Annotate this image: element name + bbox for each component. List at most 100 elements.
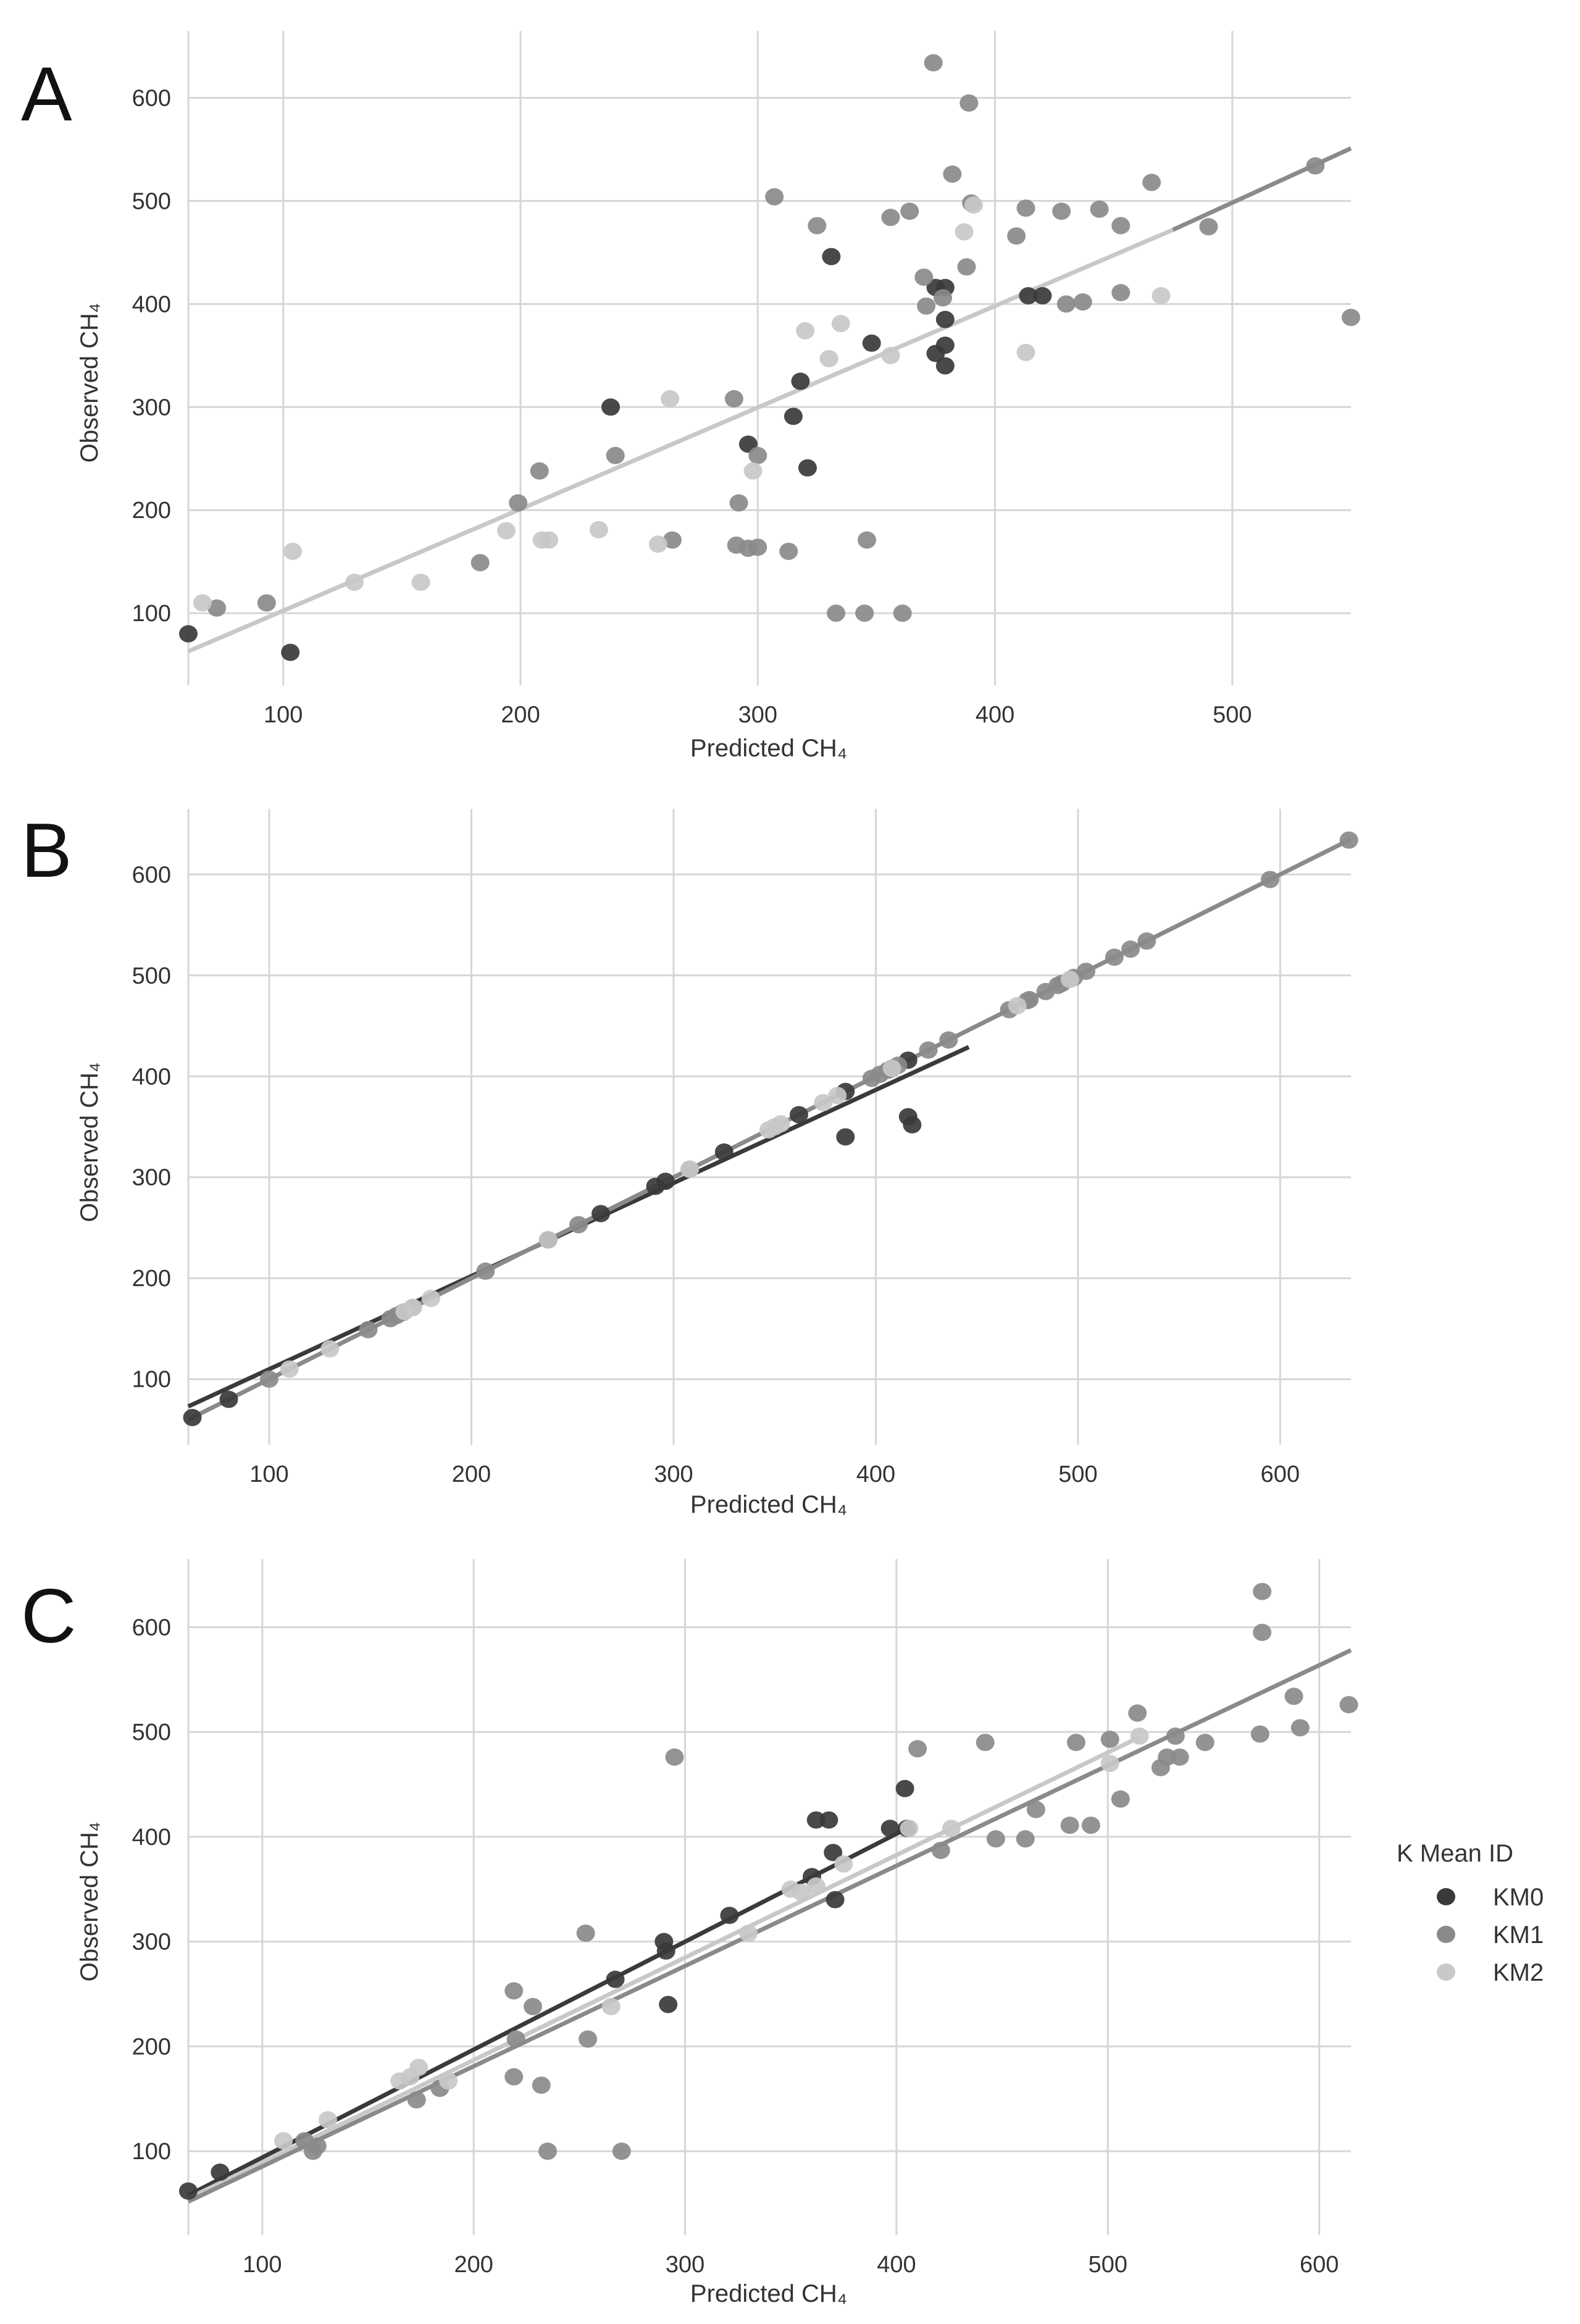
panel-c-point-km2-12 [900, 1820, 919, 1837]
panel-a-point-km1-6 [663, 531, 682, 549]
panel-c-point-km0-11 [826, 1891, 845, 1908]
panel-c-point-km1-17 [976, 1734, 995, 1752]
panel-c-point-km0-6 [720, 1907, 739, 1925]
panel-a-ytick-label-400: 400 [132, 291, 171, 317]
panel-a-point-km1-33 [1056, 295, 1076, 313]
panel-b-xtick-label-600: 600 [1261, 1461, 1300, 1487]
panel-label-a: A [21, 52, 72, 137]
panel-c-point-km1-6 [504, 2068, 524, 2086]
panel-c-xtick-label-100: 100 [243, 2252, 282, 2278]
panel-c-xtick-label-200: 200 [454, 2252, 493, 2278]
panel-a-point-km0-6 [798, 459, 817, 477]
panel-b-xtick-label-200: 200 [452, 1461, 491, 1487]
panel-b-point-km1-25 [1137, 932, 1156, 950]
panel-b-ytick-label-600: 600 [132, 862, 171, 888]
panel-c-x-axis-title: Predicted CH₄ [690, 2280, 847, 2307]
panel-a-xtick-label-300: 300 [738, 702, 777, 728]
panel-a-point-km1-2 [470, 554, 490, 572]
panel-a-point-km1-19 [881, 209, 900, 227]
panel-c-point-km1-29 [1166, 1727, 1185, 1745]
panel-a-points [179, 54, 1360, 661]
panel-c-point-km1-24 [1100, 1731, 1119, 1748]
panel-a-point-km1-12 [748, 446, 767, 464]
panel-a-point-km1-34 [1073, 293, 1092, 311]
panel-c-point-km1-12 [579, 2030, 598, 2048]
panel-b-point-km0-1 [219, 1390, 238, 1408]
panel-c-point-km1-11 [576, 1925, 595, 1942]
panel-a-y-ticks: 100 200 300 400 500 600 [132, 86, 171, 627]
panel-a-point-km2-3 [411, 574, 430, 591]
panel-c-point-km2-15 [1130, 1727, 1149, 1745]
panel-b-point-km2-5 [538, 1231, 558, 1249]
panel-a-point-km1-3 [509, 494, 528, 512]
panel-c-fit-line-km1-2 [187, 1648, 1352, 2204]
panel-a-ytick-label-300: 300 [132, 395, 171, 420]
panel-a-fit-lines [187, 146, 1352, 654]
panel-a-point-km0-5 [791, 372, 810, 390]
panel-b-point-km1-7 [569, 1216, 588, 1234]
panel-c-point-km2-5 [439, 2072, 458, 2090]
panel-a-ytick-label-100: 100 [132, 601, 171, 627]
panel-b-point-km0-5 [656, 1172, 675, 1190]
panel-b-point-km1-1 [359, 1321, 378, 1339]
panel-c-point-km1-30 [1170, 1748, 1189, 1766]
panel-a-point-km1-13 [765, 188, 784, 206]
panel-a-point-km0-13 [935, 336, 955, 354]
panel-a-point-km1-21 [900, 203, 919, 220]
panel-c-point-km2-9 [792, 1883, 811, 1901]
panel-c-point-km1-7 [506, 2030, 525, 2048]
panel-c-ytick-label-300: 300 [132, 1929, 171, 1955]
panel-b-point-km1-14 [939, 1031, 958, 1049]
panel-a-point-km1-30 [1007, 227, 1026, 245]
panel-a-point-km1-35 [1090, 200, 1109, 218]
panel-b-point-km2-1 [320, 1340, 340, 1358]
panel-b-point-km2-10 [814, 1093, 833, 1111]
panel-b-ytick-label-500: 500 [132, 963, 171, 989]
panel-a-point-km1-0 [207, 599, 227, 617]
panel-a-point-km1-9 [729, 494, 748, 512]
legend-marker-km2 [1437, 1963, 1455, 1981]
panel-b-point-km1-22 [1077, 963, 1096, 980]
panel-c-ytick-label-400: 400 [132, 1825, 171, 1850]
panel-a-point-km2-6 [540, 531, 559, 549]
panel-c-point-km1-9 [532, 2076, 551, 2094]
panel-a-ytick-label-500: 500 [132, 188, 171, 214]
panel-a-point-km2-1 [283, 542, 303, 560]
panel-b-point-km2-9 [771, 1115, 790, 1133]
panel-a-point-km1-39 [1199, 218, 1218, 236]
panel-c-point-km2-1 [318, 2111, 337, 2129]
panel-a-point-km2-18 [1152, 287, 1171, 305]
panel-b-xtick-label-300: 300 [654, 1461, 693, 1487]
panel-a-point-km1-25 [934, 289, 953, 307]
panel-b-point-km1-6 [476, 1262, 495, 1280]
panel-c-point-km2-6 [601, 1997, 621, 2015]
panel-c-point-km1-2 [307, 2137, 327, 2155]
panel-a-point-km2-16 [964, 196, 983, 214]
panel-label-b: B [21, 808, 72, 893]
panel-a-point-km2-8 [648, 535, 667, 553]
panel-b-point-km0-7 [789, 1106, 808, 1124]
panel-a-point-km1-32 [1052, 203, 1071, 220]
panel-b-point-km0-3 [591, 1205, 611, 1223]
panel-c-point-km2-14 [1100, 1755, 1119, 1773]
panel-c-point-km1-26 [1128, 1704, 1147, 1722]
panel-b-point-km2-3 [403, 1298, 422, 1316]
panel-c-point-km1-3 [407, 2091, 426, 2109]
panel-a-x-ticks: 100 200 300 400 500 [264, 702, 1252, 728]
panel-b-xtick-label-100: 100 [249, 1461, 288, 1487]
panel-c-point-km1-35 [1284, 1687, 1303, 1705]
panel-a-point-km2-12 [819, 349, 838, 367]
legend: K Mean ID KM0 KM1 KM2 [1397, 1840, 1544, 1986]
panel-b-point-km0-6 [714, 1143, 734, 1161]
panel-a-point-km1-26 [943, 165, 962, 183]
panel-a-point-km2-2 [345, 574, 364, 591]
panel-c-point-km1-15 [908, 1740, 927, 1758]
legend-title: K Mean ID [1397, 1840, 1513, 1867]
panel-a-point-km1-17 [855, 604, 874, 622]
panel-c-y-axis-title: Observed CH₄ [76, 1822, 103, 1982]
panel-c-point-km1-14 [665, 1748, 684, 1766]
panel-c-point-km1-34 [1253, 1623, 1272, 1641]
panel-c-ytick-label-500: 500 [132, 1720, 171, 1745]
panel-c-point-km1-5 [504, 1982, 524, 2000]
